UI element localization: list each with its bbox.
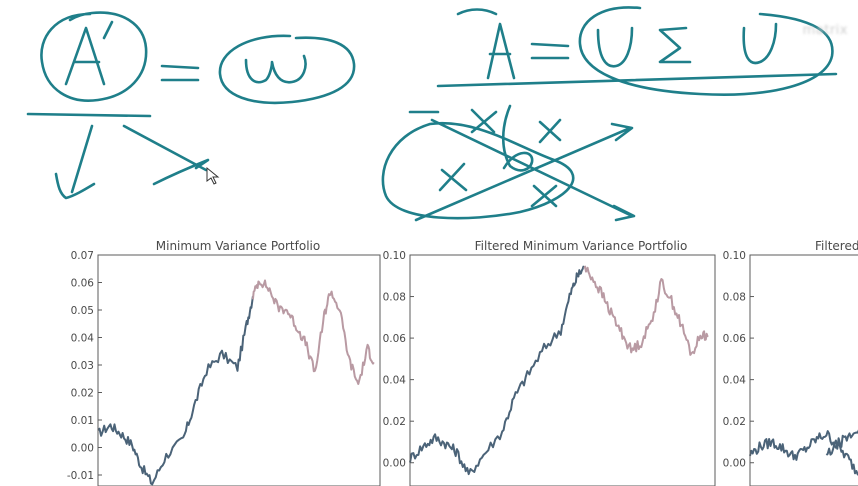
ink-underline-right (436, 72, 838, 88)
y-tick-label: 0.05 (71, 305, 94, 317)
handwritten-whiteboard (26, 6, 838, 222)
y-tick-label: 0.04 (71, 333, 95, 345)
ink-ellipse (381, 121, 575, 220)
ink-circle-a-prime (40, 11, 148, 102)
mouse-cursor-icon (206, 166, 220, 185)
ink-letter-a-right (456, 8, 516, 80)
ink-cross-1 (438, 162, 468, 192)
chart-filtered-partial: Filtered 0.10 0.08 0.06 0.04 0.02 0.00 (720, 236, 858, 486)
y-tick-label: 0.07 (71, 250, 94, 262)
ink-equals-2 (530, 42, 570, 60)
y-tick-label: 0.03 (71, 360, 94, 372)
watermark-logo: matrix (802, 23, 848, 38)
y-tick-label: -0.01 (67, 470, 94, 482)
ink-sigma (658, 26, 692, 64)
y-tick-label: 0.00 (71, 443, 94, 455)
plot-frame (409, 254, 716, 486)
y-tick-label: 0.06 (723, 333, 747, 345)
y-tick-label: 0.10 (383, 250, 406, 262)
series-line-in-sample (97, 296, 254, 486)
ink-letter-u-2 (742, 22, 778, 65)
chart-minimum-variance-portfolio: Minimum Variance Portfolio 0.07 0.06 0.05 0… (40, 236, 385, 486)
y-tick-label: 0.04 (383, 375, 407, 387)
ink-cross-4 (538, 118, 562, 144)
ink-prime-mark (102, 20, 114, 40)
ink-major-axis (414, 122, 634, 222)
y-tick-label: 0.08 (383, 292, 406, 304)
series-line-in-sample (749, 430, 858, 476)
y-tick-label: 0.04 (723, 375, 747, 387)
ink-arrow-diag (122, 124, 210, 186)
y-tick-label: 0.08 (723, 292, 746, 304)
plot-frame (749, 254, 858, 486)
ink-minor-axis (430, 118, 636, 222)
ink-letter-w (244, 54, 307, 84)
ink-circle-u-sigma-u (578, 6, 834, 96)
chart-title: Filtered (815, 239, 858, 253)
y-tick-label: 0.00 (383, 458, 406, 470)
series-line-out-of-sample (251, 279, 375, 385)
ink-equals-1 (160, 64, 200, 82)
y-tick-label: 0.02 (383, 416, 406, 428)
chart-title: Filtered Minimum Variance Portfolio (475, 239, 688, 253)
ink-letter-u (596, 26, 634, 68)
series-line-out-of-sample (583, 265, 709, 356)
series-line-in-sample (409, 265, 585, 476)
ink-arrow-down (54, 124, 96, 200)
y-tick-label: 0.02 (723, 416, 746, 428)
y-tick-label: 0.06 (71, 278, 95, 290)
y-tick-label: 0.00 (723, 458, 746, 470)
ink-curl (501, 104, 534, 172)
y-tick-label: 0.02 (71, 388, 94, 400)
ink-cross-2 (530, 184, 558, 208)
y-tick-label: 0.10 (723, 250, 746, 262)
ink-circle-w (218, 34, 356, 105)
ink-letter-a (64, 26, 106, 86)
ink-cross-3 (470, 108, 498, 134)
y-tick-label: 0.06 (383, 333, 407, 345)
ink-underline-left (26, 112, 152, 118)
series-line-in-sample-2 (825, 429, 858, 456)
plot-frame (97, 254, 381, 486)
chart-title: Minimum Variance Portfolio (156, 239, 320, 253)
y-tick-label: 0.01 (71, 415, 94, 427)
chart-filtered-minimum-variance-portfolio: Filtered Minimum Variance Portfolio 0.10… (380, 236, 725, 486)
